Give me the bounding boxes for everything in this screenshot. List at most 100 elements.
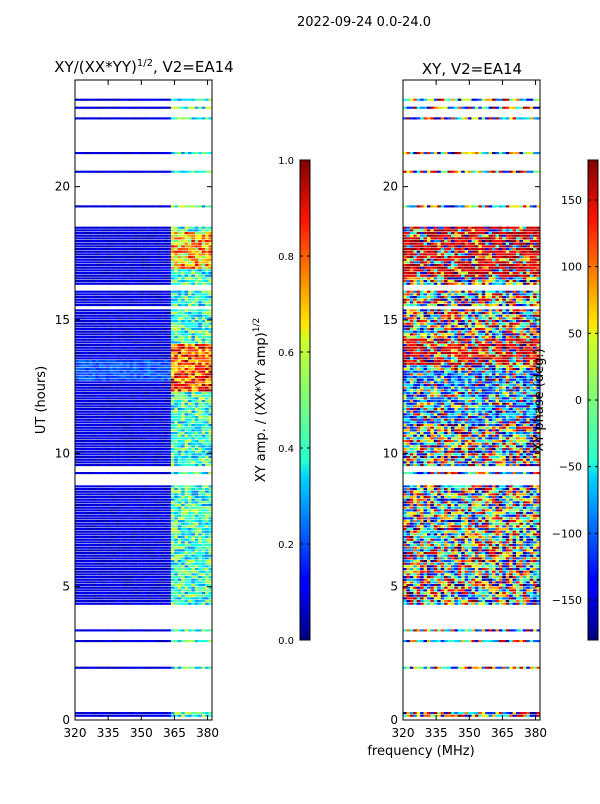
- amp-heatmap-cell: [160, 506, 165, 509]
- amp-heatmap-cell: [167, 405, 172, 408]
- amp-heatmap-cell: [119, 458, 124, 461]
- amp-heatmap-cell: [150, 317, 155, 320]
- amp-heatmap-cell: [126, 424, 131, 427]
- amp-heatmap-cell: [98, 546, 103, 549]
- amp-heatmap-cell: [140, 328, 144, 331]
- amp-heatmap-cell: [136, 320, 141, 323]
- amp-heatmap-cell: [174, 322, 179, 325]
- amp-heatmap-cell: [146, 573, 151, 576]
- amp-heatmap-cell: [122, 378, 127, 381]
- amp-heatmap-cell: [181, 496, 185, 499]
- amp-heatmap-cell: [160, 445, 165, 448]
- amp-heatmap-cell: [98, 378, 103, 381]
- amp-heatmap-cell: [170, 464, 175, 467]
- amp-heatmap-cell: [146, 461, 151, 464]
- amp-heatmap-cell: [95, 338, 100, 341]
- amp-heatmap-cell: [164, 541, 168, 544]
- amp-heatmap-cell: [136, 578, 141, 581]
- amp-heatmap-cell: [92, 341, 96, 344]
- amp-heatmap-row: [75, 293, 213, 296]
- amp-heatmap-cell: [181, 424, 185, 427]
- amp-heatmap-cell: [122, 373, 127, 376]
- amp-heatmap-cell: [105, 312, 110, 315]
- amp-heatmap-cell: [177, 520, 182, 523]
- amp-heatmap-cell: [102, 386, 107, 389]
- amp-heatmap-cell: [133, 594, 138, 597]
- amp-heatmap-cell: [191, 586, 196, 589]
- amp-heatmap-cell: [184, 544, 189, 547]
- amp-heatmap-cell: [191, 546, 196, 549]
- amp-heatmap-cell: [129, 362, 134, 365]
- amp-heatmap-row: [75, 578, 213, 581]
- amp-heatmap-cell: [78, 346, 83, 349]
- amp-heatmap-cell: [201, 445, 206, 448]
- amp-heatmap-cell: [181, 296, 185, 299]
- amp-heatmap-cell: [112, 269, 117, 272]
- amp-heatmap-cell: [75, 490, 79, 493]
- amp-heatmap-cell: [198, 384, 203, 387]
- amp-heatmap-cell: [119, 344, 124, 347]
- amp-heatmap-cell: [78, 354, 83, 357]
- amp-heatmap-cell: [78, 389, 83, 392]
- amp-heatmap-cell: [116, 490, 120, 493]
- amp-heatmap-cell: [191, 453, 196, 456]
- amp-heatmap: [75, 98, 213, 717]
- amp-heatmap-cell: [143, 600, 148, 603]
- amp-heatmap-cell: [181, 488, 185, 491]
- amp-heatmap-cell: [119, 346, 124, 349]
- amp-heatmap-cell: [181, 629, 185, 632]
- amp-heatmap-cell: [191, 333, 196, 336]
- amp-heatmap-cell: [164, 410, 168, 413]
- amp-heatmap-cell: [116, 336, 120, 339]
- amp-heatmap-cell: [75, 600, 79, 603]
- amp-heatmap-cell: [133, 712, 138, 715]
- amp-heatmap-cell: [174, 514, 179, 517]
- amp-heatmap-cell: [116, 440, 120, 443]
- amp-heatmap-cell: [143, 712, 148, 715]
- amp-heatmap-row: [75, 424, 213, 427]
- amp-heatmap-cell: [181, 317, 185, 320]
- amp-heatmap-cell: [174, 434, 179, 437]
- amp-heatmap-row: [75, 328, 213, 331]
- amp-heatmap-cell: [85, 464, 90, 467]
- amp-heatmap-cell: [167, 413, 172, 416]
- amp-heatmap-cell: [167, 325, 172, 328]
- amp-heatmap-cell: [208, 581, 213, 584]
- amp-heatmap-cell: [140, 544, 144, 547]
- amp-heatmap-cell: [191, 597, 196, 600]
- amp-heatmap-cell: [205, 461, 209, 464]
- amp-heatmap-cell: [205, 504, 209, 507]
- amp-heatmap-cell: [75, 272, 79, 275]
- amp-heatmap-cell: [208, 445, 213, 448]
- amp-heatmap-cell: [136, 354, 141, 357]
- amp-heatmap-cell: [177, 277, 182, 280]
- amp-heatmap-cell: [174, 666, 179, 669]
- amp-heatmap-cell: [109, 445, 114, 448]
- amp-heatmap-cell: [153, 509, 158, 512]
- amp-heatmap-cell: [198, 600, 203, 603]
- amp-heatmap-cell: [95, 456, 100, 459]
- amp-heatmap-cell: [143, 373, 148, 376]
- amp-heatmap-cell: [112, 629, 117, 632]
- amp-heatmap-cell: [208, 330, 213, 333]
- amp-heatmap-cell: [85, 413, 90, 416]
- amp-heatmap-cell: [112, 410, 117, 413]
- amp-heatmap-cell: [116, 565, 120, 568]
- amp-heatmap-cell: [167, 568, 172, 571]
- amp-heatmap-cell: [153, 666, 158, 669]
- amp-heatmap-cell: [160, 296, 165, 299]
- amp-heatmap-cell: [112, 573, 117, 576]
- amp-heatmap-cell: [133, 352, 138, 355]
- amp-heatmap-cell: [201, 277, 206, 280]
- amp-heatmap-cell: [105, 325, 110, 328]
- amp-heatmap-cell: [98, 490, 103, 493]
- amp-heatmap-cell: [126, 301, 131, 304]
- amp-heatmap-cell: [112, 426, 117, 429]
- amp-heatmap-cell: [201, 437, 206, 440]
- amp-heatmap-cell: [136, 445, 141, 448]
- amp-heatmap-cell: [109, 429, 114, 432]
- amp-heatmap-cell: [122, 274, 127, 277]
- amp-heatmap-cell: [150, 712, 155, 715]
- amp-heatmap-cell: [98, 440, 103, 443]
- amp-heatmap-cell: [122, 296, 127, 299]
